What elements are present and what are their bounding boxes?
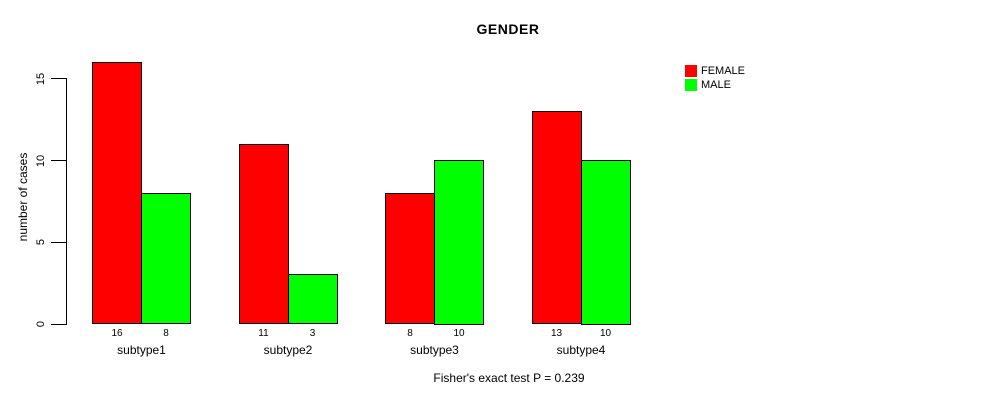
bar-value-label: 11	[258, 328, 269, 339]
bar-value-label: 3	[309, 328, 316, 339]
annotation-fisher-test: Fisher's exact test P = 0.239	[433, 371, 585, 385]
bar-male-subtype3	[434, 160, 484, 325]
bar-female-subtype2	[238, 143, 289, 325]
y-tick-label: 10	[35, 154, 47, 167]
bar-value-label: 8	[163, 328, 169, 339]
bar-male-subtype2	[287, 274, 338, 325]
legend-label-female: FEMALE	[701, 65, 746, 77]
bar-female-subtype4	[531, 110, 582, 325]
y-tick-label: 0	[35, 320, 47, 328]
bar-value-label: 10	[453, 328, 465, 339]
bar-value-label: 10	[599, 328, 612, 339]
category-label-subtype3: subtype3	[410, 343, 459, 357]
bar-female-subtype3	[385, 192, 435, 325]
category-label-subtype2: subtype2	[263, 343, 313, 357]
legend-item-male: MALE	[685, 78, 745, 92]
y-tick	[51, 241, 66, 243]
chart-title: GENDER	[476, 21, 540, 37]
bar-value-label: 8	[407, 328, 413, 339]
legend-swatch-male	[685, 79, 697, 91]
y-tick	[51, 323, 66, 325]
y-tick	[51, 78, 66, 80]
bar-male-subtype4	[580, 160, 631, 325]
bar-female-subtype1	[92, 61, 142, 325]
bar-male-subtype1	[141, 192, 191, 325]
legend-swatch-female	[685, 65, 697, 77]
legend-label-male: MALE	[701, 79, 731, 91]
y-axis-line	[66, 78, 67, 325]
y-tick-label: 15	[35, 72, 47, 85]
y-tick	[51, 160, 66, 161]
category-label-subtype1: subtype1	[117, 343, 166, 357]
y-tick-label: 5	[35, 239, 47, 246]
bar-value-label: 13	[550, 328, 563, 339]
category-label-subtype4: subtype4	[556, 343, 606, 357]
legend-item-female: FEMALE	[685, 64, 745, 78]
legend: FEMALE MALE	[685, 64, 745, 92]
bar-value-label: 16	[111, 328, 123, 339]
